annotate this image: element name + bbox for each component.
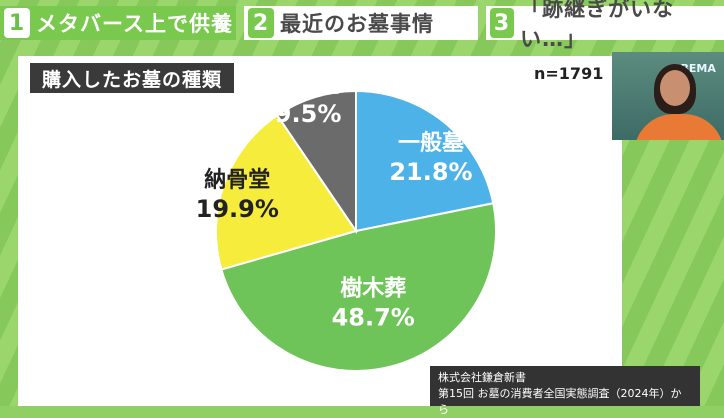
topic-tab-bar: 1 メタバース上で供養 2 最近のお墓事情 3 「跡継ぎがいない…」 [0,0,724,51]
topic-tab-1[interactable]: 1 メタバース上で供養 [0,6,236,40]
sample-size-label: n=1791 [534,64,604,83]
presenter-video: ABEMA [612,52,724,140]
slice-label-1: 一般墓 [398,130,465,156]
presenter-face [660,70,690,106]
slice-label-2: 樹木葬 [340,276,406,302]
slice-label-4: その他 [275,73,341,98]
chart-title: 購入したお墓の種類 [30,63,235,93]
pie-slice-3 [215,113,358,271]
topic-tab-2[interactable]: 2 最近のお墓事情 [244,6,478,40]
pie-slice-4 [275,89,357,235]
slice-value-4: 9.5% [275,100,342,128]
topic-tab-1-label: メタバース上で供養 [36,12,233,36]
slice-value-2: 48.7% [332,304,415,332]
slice-label-3: 納骨堂 [204,167,270,193]
source-line-2: 第15回 お墓の消費者全国実態調査（2024年）から [438,387,682,416]
source-line-1: 株式会社鎌倉新書 [438,371,526,384]
slice-value-3: 19.9% [196,195,279,223]
topic-tab-1-number: 1 [4,8,30,38]
pie-slice-1 [355,89,495,233]
slice-value-1: 21.8% [389,158,472,186]
source-caption: 株式会社鎌倉新書 第15回 お墓の消費者全国実態調査（2024年）から [430,366,700,416]
topic-tab-2-number: 2 [248,8,274,38]
pie-slice-2 [220,202,497,372]
topic-tab-2-label: 最近のお墓事情 [280,12,434,36]
topic-tab-3-label: 「跡継ぎがいない…」 [520,0,675,51]
topic-tab-3-number: 3 [490,8,515,38]
topic-tab-3[interactable]: 3 「跡継ぎがいない…」 [486,0,724,51]
